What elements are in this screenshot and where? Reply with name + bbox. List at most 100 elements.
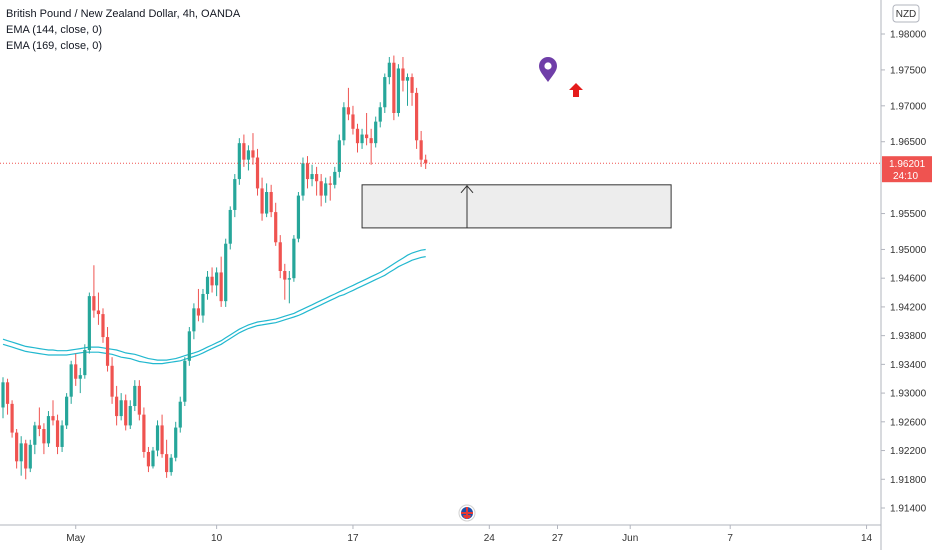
candle [396, 64, 401, 117]
map-pin-hole [544, 62, 552, 70]
candle [283, 263, 287, 300]
red-up-arrow-icon[interactable] [569, 83, 583, 97]
candle [342, 102, 346, 146]
candle [374, 116, 378, 148]
candle [205, 271, 210, 300]
candle [196, 288, 201, 322]
candle-body [142, 414, 146, 452]
candle [351, 105, 355, 135]
candle [215, 267, 219, 297]
candle-body [101, 314, 105, 338]
candle-body [19, 443, 23, 462]
y-tick-label: 1.93400 [890, 360, 927, 371]
candle [346, 87, 351, 121]
y-tick-label: 1.98000 [890, 30, 927, 41]
candle [133, 380, 137, 412]
candle-body [119, 400, 123, 417]
candle [410, 73, 414, 106]
candle-body [51, 416, 55, 421]
y-tick-label: 1.97000 [890, 101, 927, 112]
candle [228, 206, 232, 250]
symbol-title: British Pound / New Zealand Dollar, 4h, … [6, 8, 241, 20]
candle-body [242, 143, 246, 160]
candle-body [178, 401, 182, 428]
candle-body [360, 134, 364, 144]
candle-body [405, 77, 410, 81]
candle [74, 353, 78, 386]
candle [155, 420, 160, 457]
candle [269, 184, 273, 218]
candle [378, 102, 382, 128]
candle-body [24, 443, 28, 469]
candle [142, 407, 146, 458]
economic-event-icon[interactable] [458, 504, 476, 522]
candle [19, 436, 23, 476]
candle [233, 174, 237, 218]
candle [210, 267, 214, 293]
y-tick-label: 1.93000 [890, 389, 927, 400]
candle [324, 177, 328, 203]
candle [246, 145, 251, 171]
candle-body [146, 451, 151, 467]
candle-body [342, 107, 346, 141]
candle-body [265, 192, 269, 214]
candle-body [392, 62, 396, 113]
candle [183, 357, 187, 407]
candle-body [355, 128, 360, 144]
candle [333, 166, 337, 189]
candle-body [224, 243, 228, 302]
candle-body [278, 242, 282, 271]
candle-body [283, 271, 287, 280]
candle-body [337, 140, 341, 172]
candle [124, 394, 128, 431]
chart-overlays [0, 57, 881, 522]
candle-body [10, 403, 14, 433]
map-pin-icon[interactable] [539, 57, 557, 82]
candle [237, 138, 241, 185]
x-tick-label: Jun [622, 533, 638, 544]
target-zone-rectangle[interactable] [361, 184, 672, 229]
candle [146, 446, 151, 473]
currency-badge[interactable]: NZD [892, 4, 920, 23]
candle [87, 292, 91, 354]
candle [274, 202, 278, 246]
candle [151, 446, 155, 469]
time-axis[interactable]: May10172427Jun71417 [0, 524, 932, 544]
candle-body [228, 209, 232, 244]
candle-body [196, 308, 201, 316]
price-axis[interactable]: 1.98000 1.97500 1.97000 1.96500 1.95500 1.950… [880, 0, 932, 550]
candle [305, 156, 310, 189]
y-tick-label: 1.95500 [890, 209, 927, 220]
candle [419, 130, 423, 167]
candle [260, 177, 264, 221]
candle [251, 133, 255, 165]
x-tick-label: 24 [484, 533, 496, 544]
candle-body [151, 450, 155, 467]
candle [310, 164, 314, 187]
candle-body [346, 107, 351, 115]
candle-body [55, 420, 60, 447]
candle [219, 256, 223, 307]
candle-body [37, 425, 41, 429]
candle [65, 393, 69, 429]
candle-body [105, 337, 110, 366]
candle [92, 265, 96, 318]
candle-body [274, 212, 278, 243]
zone-arrow-head-icon [460, 185, 474, 194]
y-tick-label: 1.96500 [890, 137, 927, 148]
candle [383, 73, 387, 113]
candle [15, 429, 19, 469]
candle [78, 367, 82, 394]
candle [201, 288, 205, 323]
y-tick-label: 1.91800 [890, 475, 927, 486]
candle [178, 396, 182, 433]
candle [33, 421, 37, 455]
candle-body [183, 360, 187, 402]
candle [137, 380, 141, 421]
candle-body [319, 181, 323, 196]
